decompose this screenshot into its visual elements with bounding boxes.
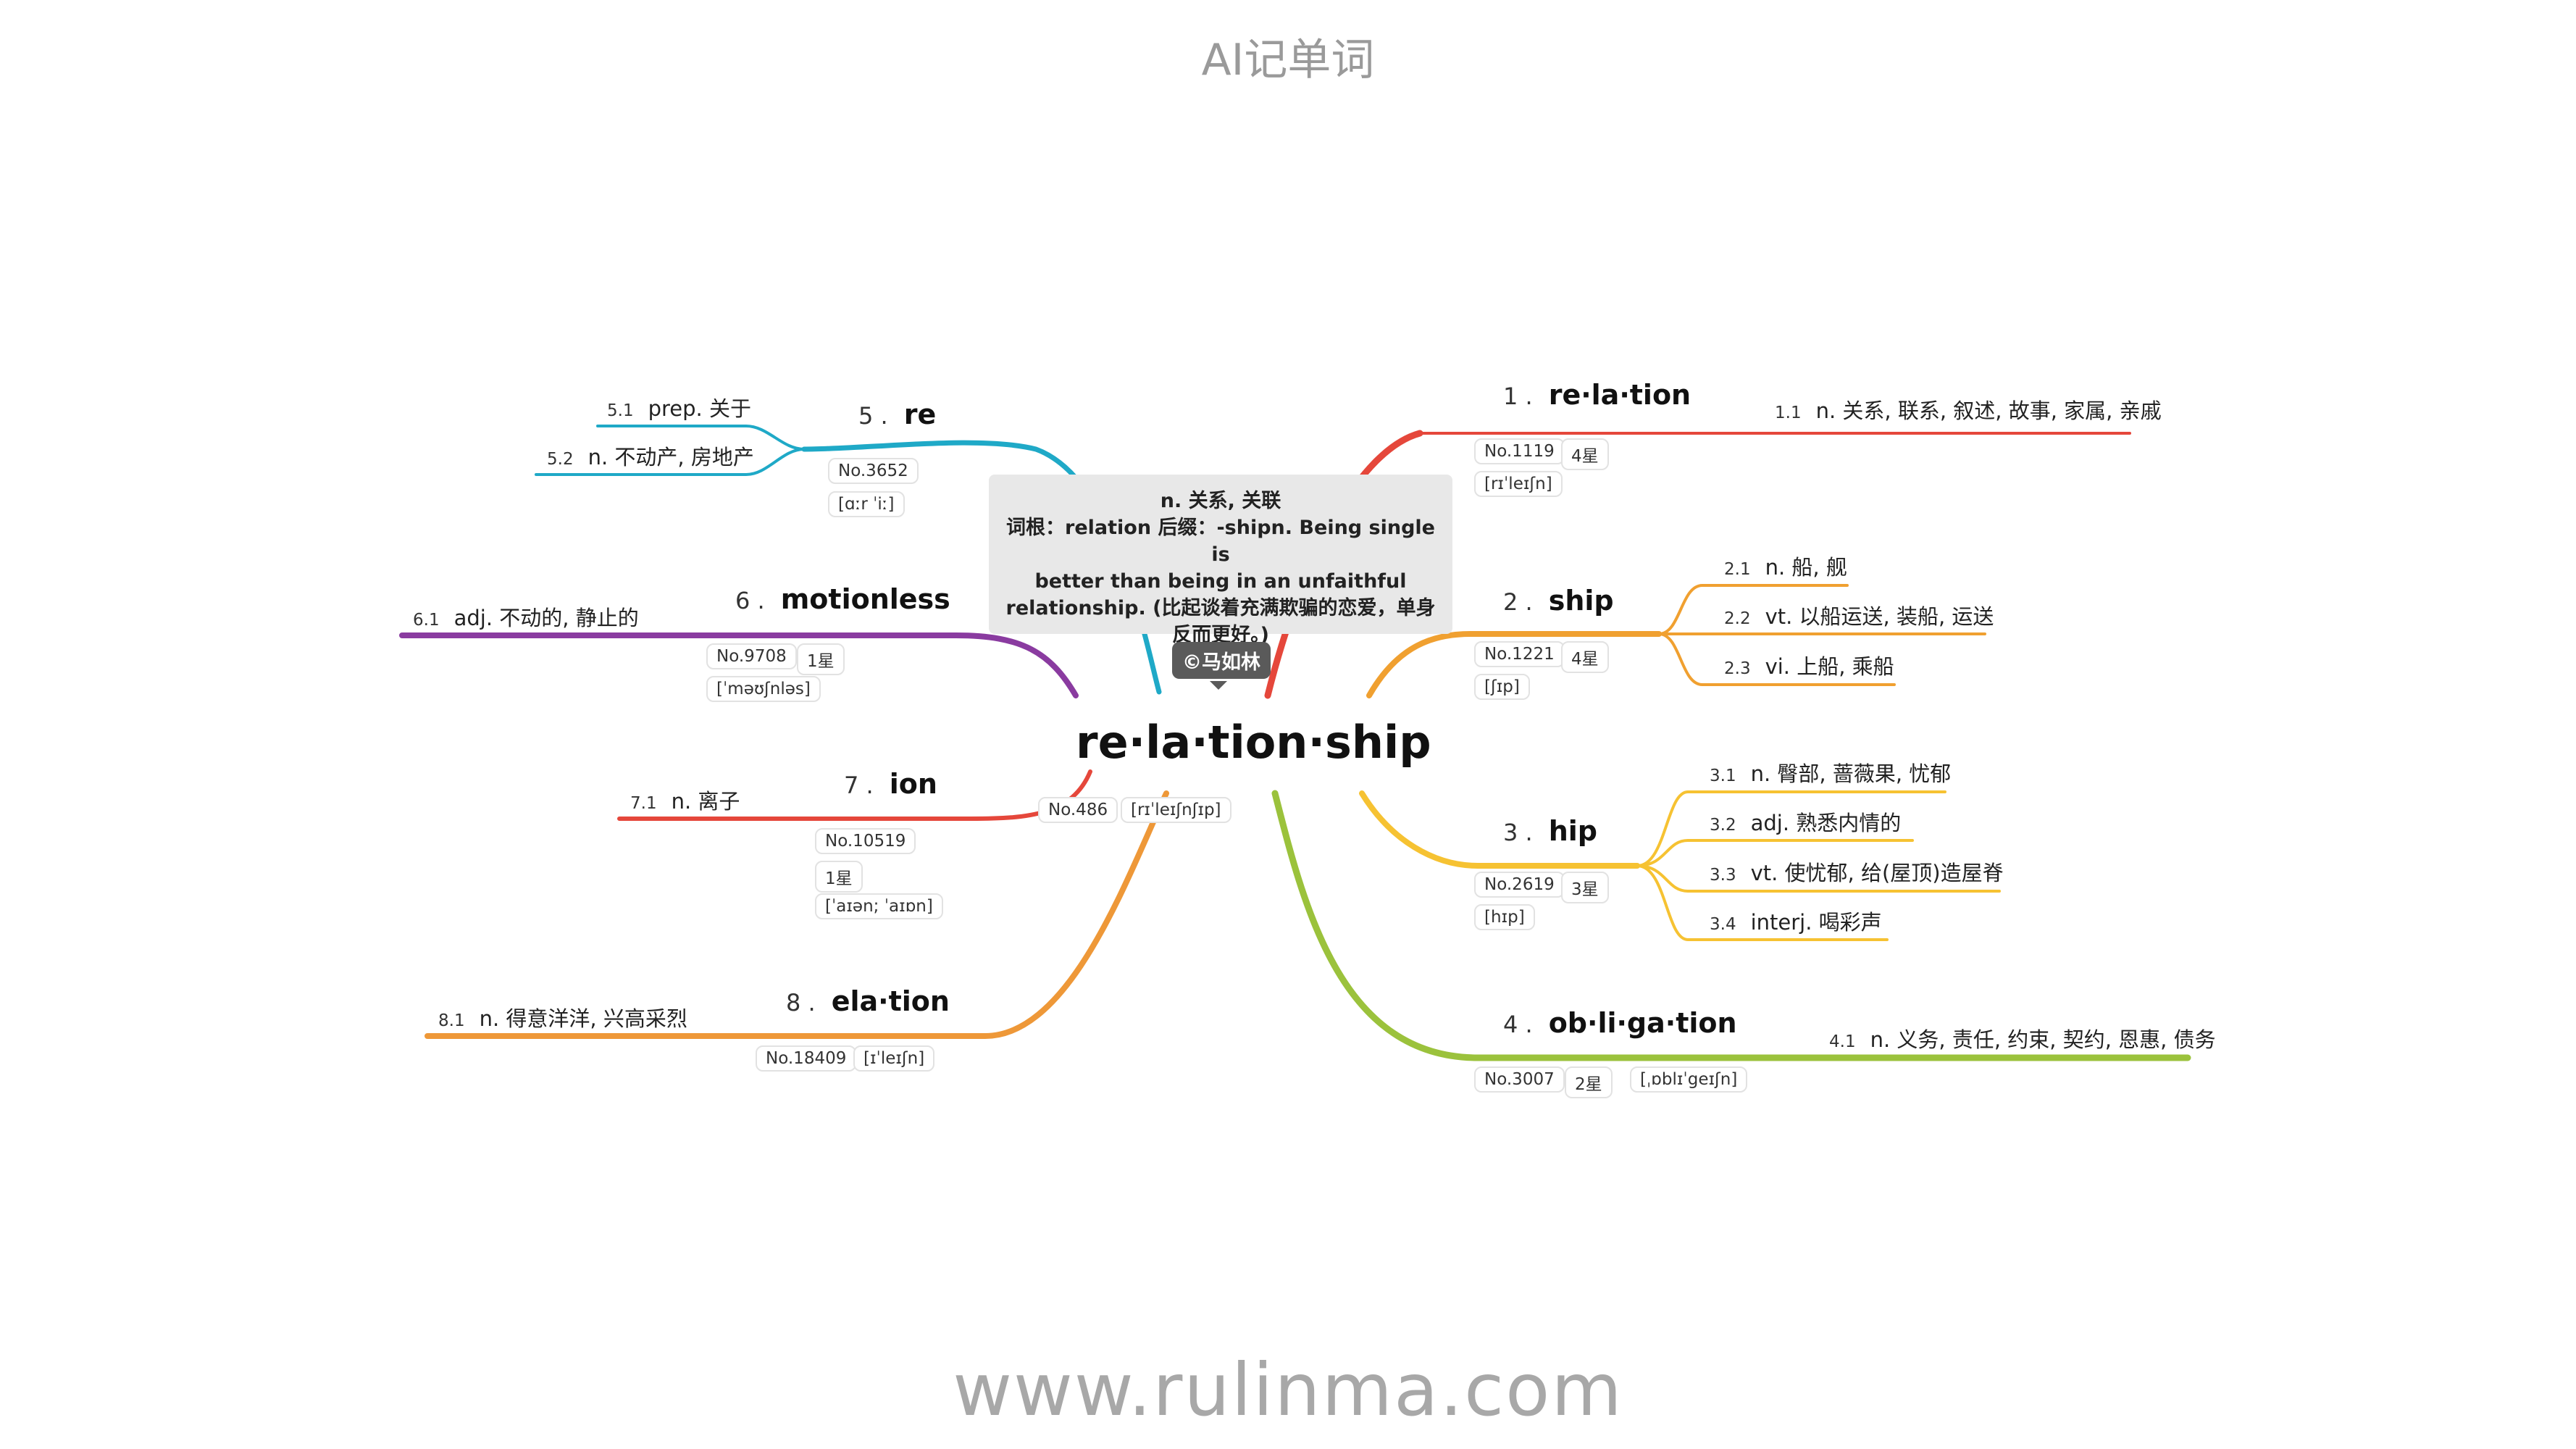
definition-item: 7.1 n. 离子 bbox=[630, 789, 740, 814]
definition-item: 3.2 adj. 熟悉内情的 bbox=[1710, 811, 1902, 835]
definition-item: 6.1 adj. 不动的, 静止的 bbox=[413, 606, 639, 630]
phonetic-tag: [ɪˈleɪʃn] bbox=[853, 1045, 935, 1072]
note-line-3: better than being in an unfaithful bbox=[1034, 570, 1407, 593]
def-curve-ship-3 bbox=[1657, 632, 1896, 686]
branch-index: 5 . bbox=[858, 402, 888, 430]
phonetic-tag: [ˈməʊʃnləs] bbox=[706, 676, 821, 702]
definition-item: 2.3 vi. 上船, 乘船 bbox=[1724, 654, 1894, 679]
definition-item: 5.1 prep. 关于 bbox=[607, 396, 751, 421]
root-phonetic-tag: [rɪˈleɪʃnʃɪp] bbox=[1121, 797, 1231, 823]
stars-tag: 1星 bbox=[815, 861, 863, 893]
branch-index: 8 . bbox=[786, 989, 816, 1016]
branch-word: ship bbox=[1548, 585, 1614, 617]
stars-tag: 4星 bbox=[1561, 641, 1609, 673]
stars-tag: 3星 bbox=[1561, 872, 1609, 903]
stars-tag: 1星 bbox=[797, 643, 845, 675]
branch-line-motionless bbox=[399, 632, 1079, 698]
def-curve-hip-2 bbox=[1636, 839, 1914, 867]
branch-node-re[interactable]: 5 . re bbox=[858, 398, 936, 430]
branch-node-motionless[interactable]: 6 . motionless bbox=[735, 583, 950, 615]
branch-line-ship bbox=[1366, 631, 1662, 698]
definition-item: 5.2 n. 不动产, 房地产 bbox=[547, 445, 754, 469]
definition-item: 2.2 vt. 以船运送, 装船, 运送 bbox=[1724, 604, 1994, 629]
branch-line-hip bbox=[1359, 790, 1640, 869]
definition-item: 3.4 interj. 喝彩声 bbox=[1710, 910, 1882, 935]
branch-word: motionless bbox=[780, 583, 950, 615]
rank-tag: No.18409 bbox=[756, 1045, 857, 1072]
branch-node-relation[interactable]: 1 . re·la·tion bbox=[1503, 379, 1691, 411]
rank-tag: No.1119 bbox=[1474, 438, 1565, 464]
rank-tag: No.3007 bbox=[1474, 1066, 1565, 1093]
def-curve-hip-1 bbox=[1636, 790, 1946, 867]
author-badge: ©马如林 bbox=[1172, 642, 1271, 679]
branch-word: ion bbox=[889, 768, 937, 800]
branch-word: ob·li·ga·tion bbox=[1548, 1007, 1737, 1039]
def-curve-re-2 bbox=[535, 448, 806, 476]
definition-item: 3.1 n. 臀部, 蔷薇果, 忧郁 bbox=[1710, 761, 1952, 786]
note-line-1: n. 关系, 关联 bbox=[1160, 490, 1281, 512]
stars-tag: 2星 bbox=[1565, 1066, 1613, 1098]
branch-word: re·la·tion bbox=[1548, 379, 1691, 411]
branch-word: hip bbox=[1548, 815, 1597, 847]
def-curve-re-1 bbox=[596, 425, 806, 451]
phonetic-tag: [ɑːr ˈiː] bbox=[828, 491, 905, 517]
def-curve-hip-3 bbox=[1636, 864, 2001, 893]
branch-index: 3 . bbox=[1503, 819, 1533, 846]
def-curve-ship-1 bbox=[1657, 584, 1849, 635]
definition-item: 1.1 n. 关系, 联系, 叙述, 故事, 家属, 亲戚 bbox=[1775, 398, 2162, 423]
stars-tag: 4星 bbox=[1561, 438, 1609, 470]
phonetic-tag: [rɪˈleɪʃn] bbox=[1474, 471, 1563, 497]
branch-index: 2 . bbox=[1503, 588, 1533, 616]
phonetic-tag: [ʃɪp] bbox=[1474, 674, 1530, 700]
branch-index: 6 . bbox=[735, 587, 765, 614]
branch-node-ship[interactable]: 2 . ship bbox=[1503, 585, 1614, 617]
branch-word: ela·tion bbox=[831, 985, 950, 1017]
note-line-4: relationship. (比起谈着充满欺骗的恋爱，单身 bbox=[1005, 597, 1436, 619]
definition-item: 8.1 n. 得意洋洋, 兴高采烈 bbox=[438, 1006, 687, 1031]
branch-line-obligation bbox=[1271, 790, 2191, 1061]
word-note-box: n. 关系, 关联 词根：relation 后缀：-shipn. Being s… bbox=[989, 475, 1452, 646]
branch-node-obligation[interactable]: 4 . ob·li·ga·tion bbox=[1503, 1007, 1737, 1039]
rank-tag: No.9708 bbox=[706, 643, 797, 669]
phonetic-tag: [ˌɒblɪˈgeɪʃn] bbox=[1630, 1066, 1748, 1093]
branch-index: 4 . bbox=[1503, 1011, 1533, 1038]
rank-tag: No.1221 bbox=[1474, 641, 1565, 667]
rank-tag: No.2619 bbox=[1474, 872, 1565, 898]
author-badge-pointer bbox=[1210, 681, 1227, 690]
phonetic-tag: [ˈaɪən; ˈaɪɒn] bbox=[815, 893, 943, 919]
rank-tag: No.10519 bbox=[815, 828, 916, 854]
footer-url[interactable]: www.rulinma.com bbox=[953, 1348, 1623, 1432]
branch-line-elation bbox=[425, 790, 1169, 1039]
branch-index: 1 . bbox=[1503, 383, 1533, 410]
branch-node-hip[interactable]: 3 . hip bbox=[1503, 815, 1597, 847]
definition-item: 3.3 vt. 使忧郁, 给(屋顶)造屋脊 bbox=[1710, 861, 2004, 885]
note-line-2: 词根：relation 后缀：-shipn. Being single is bbox=[1006, 517, 1435, 566]
rank-tag: No.3652 bbox=[828, 458, 919, 484]
root-rank-tag: No.486 bbox=[1038, 797, 1118, 823]
branch-node-elation[interactable]: 8 . ela·tion bbox=[786, 985, 950, 1017]
app-title: AI记单词 bbox=[1201, 35, 1375, 85]
root-word[interactable]: re·la·tion·ship bbox=[1076, 716, 1431, 769]
phonetic-tag: [hɪp] bbox=[1474, 904, 1535, 930]
definition-item: 2.1 n. 船, 舰 bbox=[1724, 555, 1847, 580]
def-curve-hip-4 bbox=[1636, 864, 1889, 941]
branch-word: re bbox=[903, 398, 937, 430]
definition-item: 4.1 n. 义务, 责任, 约束, 契约, 恩惠, 债务 bbox=[1829, 1027, 2216, 1052]
branch-index: 7 . bbox=[844, 772, 874, 799]
branch-node-ion[interactable]: 7 . ion bbox=[844, 768, 937, 800]
